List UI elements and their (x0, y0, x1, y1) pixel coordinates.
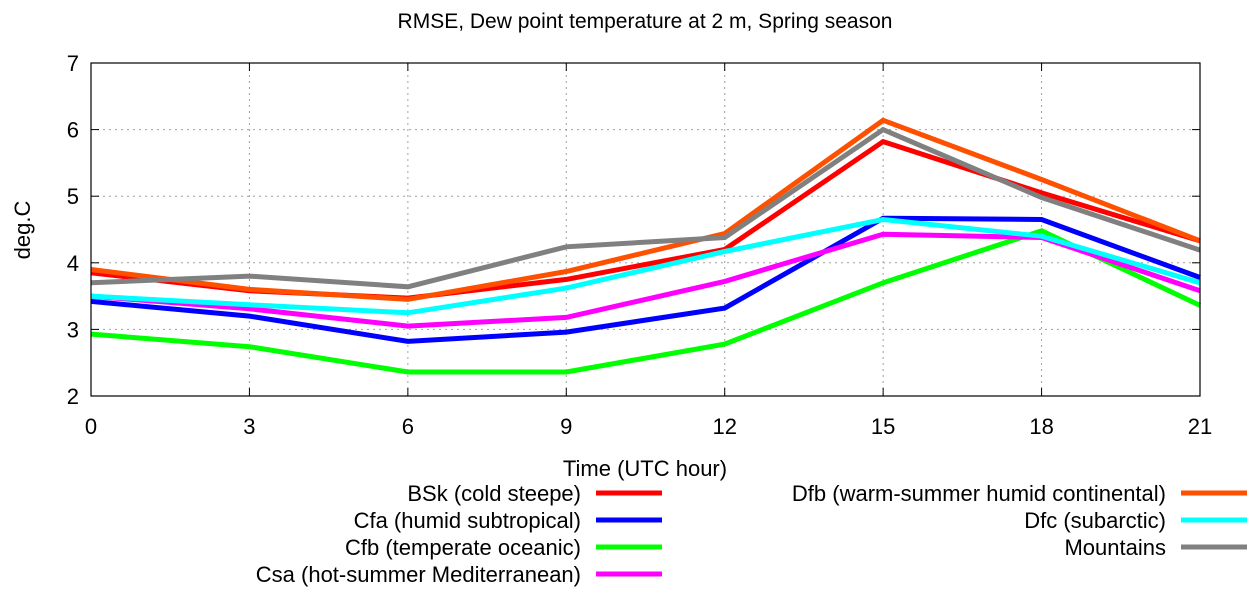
series-line (90, 117, 1201, 302)
legend-label: Dfb (warm-summer humid continental) (792, 481, 1166, 506)
plot-frame (90, 62, 1201, 397)
y-tick-label: 7 (67, 51, 79, 76)
x-tick-label: 0 (85, 414, 97, 439)
legend-label: Cfa (humid subtropical) (354, 508, 581, 533)
legend: BSk (cold steepe)Cfa (humid subtropical)… (256, 481, 1247, 587)
x-tick-label: 21 (1188, 414, 1212, 439)
chart-title: RMSE, Dew point temperature at 2 m, Spri… (398, 10, 893, 33)
legend-label: Dfc (subarctic) (1024, 508, 1166, 533)
y-tick-labels: 2 3 4 5 6 7 (67, 51, 79, 409)
series-line (90, 215, 1201, 344)
legend-label: Mountains (1064, 535, 1166, 560)
legend-label: Csa (hot-summer Mediterranean) (256, 562, 581, 587)
y-tick-label: 4 (67, 251, 79, 276)
series-line (90, 228, 1202, 375)
legend-label: Cfb (temperate oceanic) (345, 535, 581, 560)
y-tick-label: 3 (67, 317, 79, 342)
series-line (90, 231, 1201, 329)
series-lines (90, 117, 1202, 375)
x-tick-label: 3 (243, 414, 255, 439)
y-tick-label: 2 (67, 384, 79, 409)
x-tick-label: 6 (402, 414, 414, 439)
x-tick-label: 18 (1029, 414, 1053, 439)
x-tick-label: 12 (712, 414, 736, 439)
x-tick-label: 9 (560, 414, 572, 439)
y-tick-label: 6 (67, 118, 79, 143)
series-line (90, 216, 1201, 316)
series-line (90, 126, 1201, 290)
x-tick-labels: 0 3 6 9 12 15 18 21 (85, 414, 1212, 439)
y-axis-label: deg.C (10, 201, 35, 260)
y-tick-label: 5 (67, 184, 79, 209)
x-tick-label: 15 (871, 414, 895, 439)
legend-label: BSk (cold steepe) (407, 481, 581, 506)
x-axis-label: Time (UTC hour) (563, 456, 727, 481)
